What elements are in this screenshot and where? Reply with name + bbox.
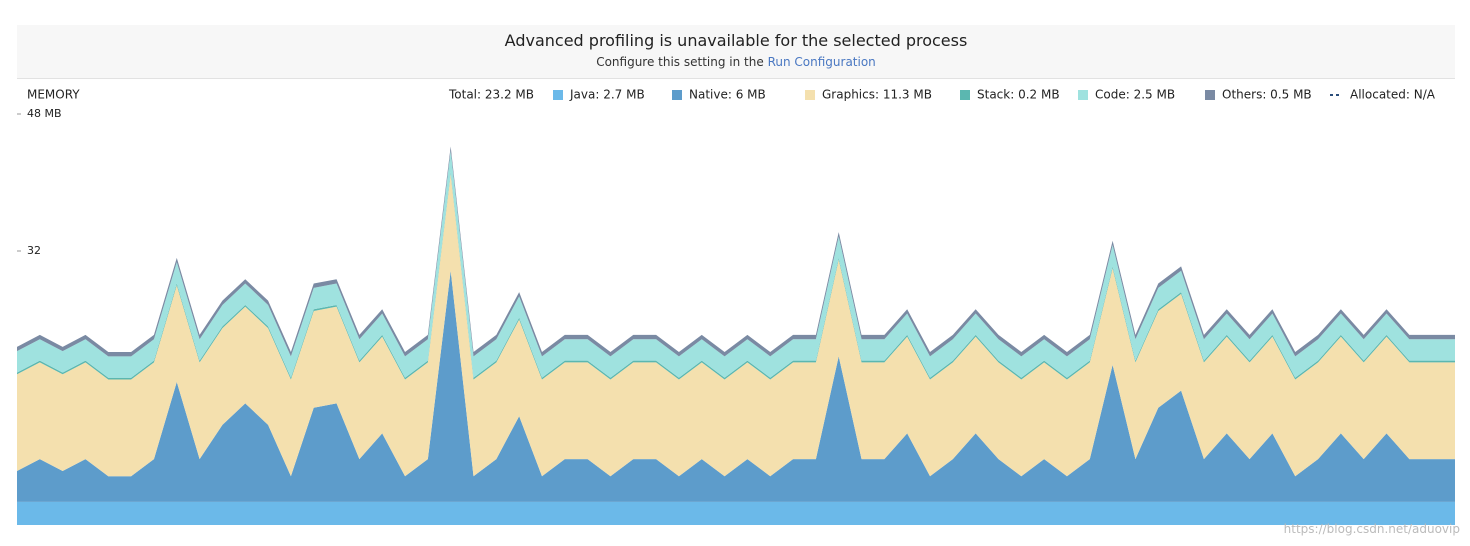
y-tick-label: 32	[27, 244, 41, 257]
allocated-label: Allocated: N/A	[1350, 88, 1436, 102]
area	[17, 501, 1455, 525]
legend-swatch	[805, 90, 815, 100]
y-tick-label: 48 MB	[27, 107, 62, 120]
legend-swatch	[1078, 90, 1088, 100]
legend-label: Native: 6 MB	[689, 88, 766, 102]
watermark: https://blog.csdn.net/aduovip	[1283, 522, 1460, 536]
legend-label: Stack: 0.2 MB	[977, 88, 1060, 102]
subtitle-text: Configure this setting in the	[596, 55, 764, 69]
legend-label: Graphics: 11.3 MB	[822, 88, 932, 102]
legend-swatch	[960, 90, 970, 100]
chart-title: MEMORY	[27, 88, 80, 102]
legend-label: Others: 0.5 MB	[1222, 88, 1312, 102]
legend-swatch	[1205, 90, 1215, 100]
banner-subtitle: Configure this setting in the Run Config…	[17, 55, 1455, 69]
legend-swatch	[672, 90, 682, 100]
legend-swatch	[553, 90, 563, 100]
banner: Advanced profiling is unavailable for th…	[17, 25, 1455, 79]
run-configuration-link[interactable]: Run Configuration	[767, 55, 876, 69]
legend-label: Java: 2.7 MB	[569, 88, 645, 102]
banner-title: Advanced profiling is unavailable for th…	[504, 31, 968, 50]
area	[17, 150, 1455, 378]
total-label: Total: 23.2 MB	[448, 88, 534, 102]
area	[17, 270, 1455, 502]
legend-label: Code: 2.5 MB	[1095, 88, 1175, 102]
area	[17, 173, 1455, 477]
